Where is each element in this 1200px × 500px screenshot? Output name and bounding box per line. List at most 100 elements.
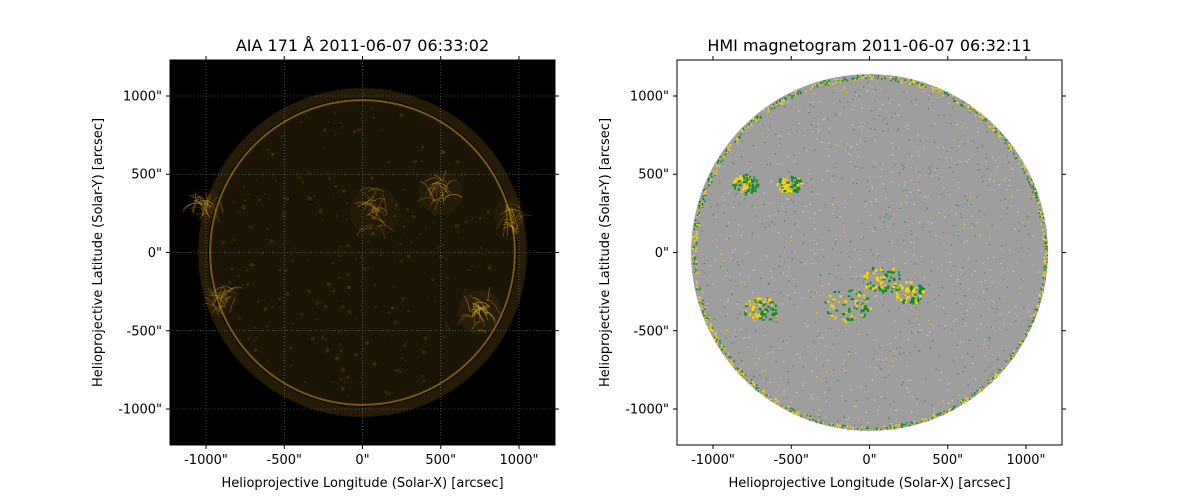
aia-texture-dot xyxy=(341,188,346,193)
hmi-speckle xyxy=(1023,334,1026,336)
hmi-speckle xyxy=(933,411,935,414)
hmi-limb-dot xyxy=(852,77,855,79)
hmi-limb-dot xyxy=(979,389,981,392)
hmi-speckle xyxy=(825,380,828,383)
hmi-polarity-dot xyxy=(904,262,906,265)
hmi-speckle xyxy=(1013,151,1015,153)
hmi-polarity-dot xyxy=(788,266,790,268)
hmi-region-dot xyxy=(854,302,857,305)
hmi-speckle xyxy=(873,399,876,401)
hmi-polarity-dot xyxy=(905,189,907,192)
hmi-speckle xyxy=(693,230,696,233)
aia-texture-dot xyxy=(321,335,325,339)
hmi-speckle xyxy=(937,294,940,297)
hmi-region-dot xyxy=(849,317,853,319)
hmi-active-region xyxy=(862,267,901,294)
hmi-polarity-dot xyxy=(862,86,865,88)
hmi-limb-dot xyxy=(1042,288,1045,291)
hmi-limb-dot xyxy=(703,192,706,195)
hmi-limb-dot xyxy=(950,409,953,411)
hmi-speckle xyxy=(960,240,963,243)
aia-texture-dot xyxy=(359,227,363,232)
hmi-polarity-dot xyxy=(880,368,882,370)
hmi-limb-dot xyxy=(742,127,745,130)
hmi-speckle xyxy=(889,215,892,218)
hmi-speckle xyxy=(893,350,895,353)
hmi-speckle xyxy=(942,146,945,149)
aia-texture-dot xyxy=(333,134,337,137)
aia-texture-dot xyxy=(332,289,336,293)
hmi-polarity-dot xyxy=(889,117,891,119)
hmi-speckle xyxy=(818,417,821,420)
hmi-limb-dot xyxy=(797,412,800,415)
hmi-limb-dot xyxy=(1045,261,1048,264)
aia-texture-dot xyxy=(387,392,391,396)
aia-loop xyxy=(210,293,225,308)
hmi-limb-dot xyxy=(1043,217,1045,219)
hmi-speckle xyxy=(935,234,937,237)
hmi-limb-dot xyxy=(734,368,736,371)
hmi-region-dot xyxy=(913,293,917,296)
hmi-region-dot xyxy=(795,184,798,187)
hmi-limb-dot xyxy=(826,84,828,87)
hmi-speckle xyxy=(851,124,854,126)
hmi-limb-dot xyxy=(732,363,735,366)
hmi-limb-dot xyxy=(742,374,745,376)
hmi-limb-dot xyxy=(1010,354,1012,357)
hmi-limb-dot xyxy=(947,410,950,413)
hmi-polarity-dot xyxy=(901,384,903,386)
hmi-polarity-dot xyxy=(731,161,734,164)
hmi-polarity-dot xyxy=(738,264,740,266)
hmi-limb-dot xyxy=(1010,357,1012,359)
hmi-speckle xyxy=(940,193,943,196)
hmi-speckle xyxy=(962,274,964,276)
hmi-region-dot xyxy=(826,300,830,303)
hmi-limb-dot xyxy=(937,92,940,94)
hmi-polarity-dot xyxy=(964,312,966,315)
aia-loop xyxy=(213,286,234,292)
hmi-speckle xyxy=(997,166,999,168)
hmi-polarity-dot xyxy=(989,244,991,246)
hmi-limb-dot xyxy=(704,194,707,197)
hmi-region-dot xyxy=(853,306,856,310)
hmi-region-dot xyxy=(882,275,886,279)
hmi-speckle xyxy=(1010,205,1013,208)
hmi-speckle xyxy=(917,134,920,137)
hmi-speckle xyxy=(928,231,931,233)
hmi-speckle xyxy=(832,197,835,199)
hmi-region-dot xyxy=(904,294,906,297)
hmi-limb-dot xyxy=(1045,260,1047,263)
hmi-speckle xyxy=(709,264,711,267)
hmi-polarity-dot xyxy=(778,266,780,268)
hmi-limb-dot xyxy=(937,414,940,416)
hmi-limb-dot xyxy=(846,80,849,82)
hmi-polarity-dot xyxy=(890,117,893,119)
hmi-polarity-dot xyxy=(1008,179,1011,181)
hmi-limb-dot xyxy=(889,77,892,79)
hmi-speckle xyxy=(718,182,721,185)
hmi-limb-dot xyxy=(767,108,770,110)
hmi-limb-dot xyxy=(1036,305,1039,308)
hmi-limb-dot xyxy=(880,428,882,431)
aia-texture-dot xyxy=(308,139,311,142)
hmi-region-dot xyxy=(855,305,858,309)
aia-texture-dot xyxy=(333,111,337,115)
hmi-polarity-dot xyxy=(1028,233,1031,235)
aia-texture-dot xyxy=(237,274,241,278)
hmi-region-dot xyxy=(742,174,745,178)
hmi-limb-dot xyxy=(1036,196,1039,199)
hmi-limb-dot xyxy=(966,399,969,402)
hmi-speckle xyxy=(781,205,783,208)
hmi-limb-dot xyxy=(782,405,784,408)
hmi-polarity-dot xyxy=(787,370,789,372)
hmi-speckle xyxy=(795,285,797,287)
aia-texture-dot xyxy=(369,223,374,228)
hmi-limb-dot xyxy=(702,314,705,317)
hmi-limb-dot xyxy=(704,200,706,203)
hmi-limb-dot xyxy=(962,402,964,404)
hmi-polarity-dot xyxy=(840,252,842,254)
aia-texture-dot xyxy=(343,378,346,381)
hmi-limb-dot xyxy=(943,91,946,94)
hmi-limb-dot xyxy=(720,160,722,163)
